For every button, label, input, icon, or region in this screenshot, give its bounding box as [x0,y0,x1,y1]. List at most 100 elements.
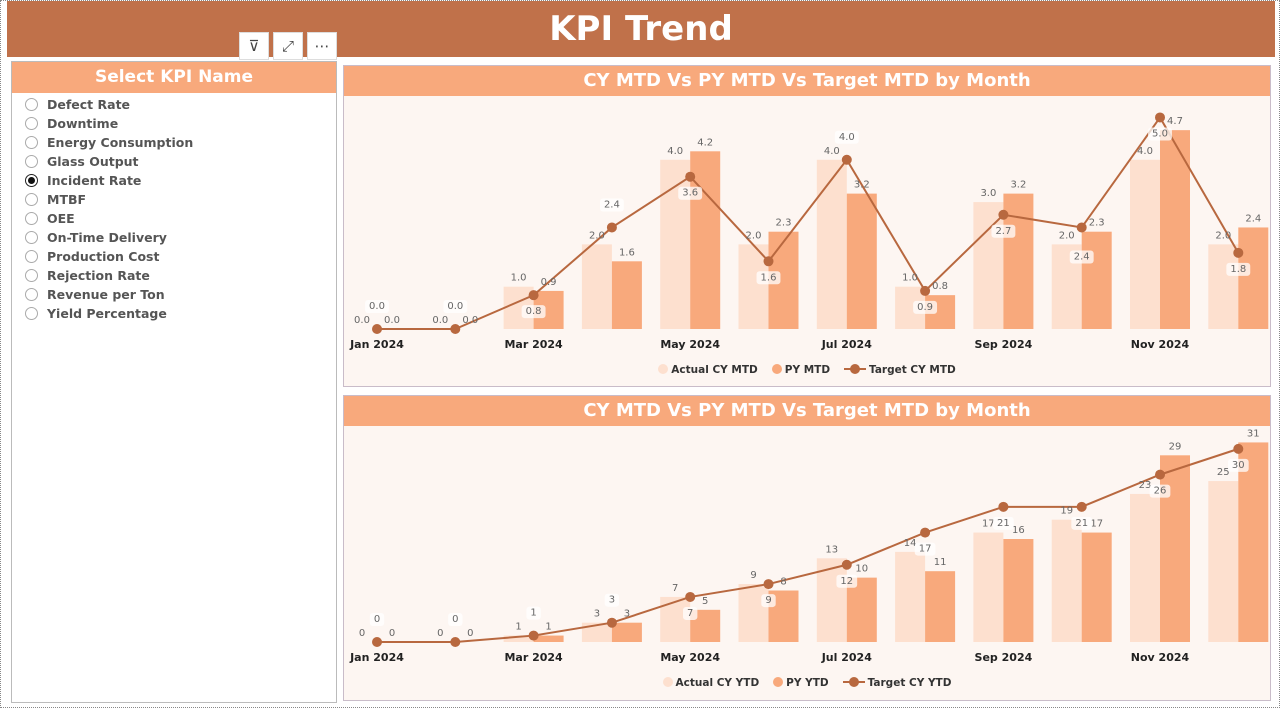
slicer-item[interactable]: MTBF [12,190,336,209]
label-target: 0 [374,614,380,625]
target-label-bg [1071,516,1093,530]
target-point [1233,443,1244,454]
target-label-bg [1149,484,1171,498]
slicer-item[interactable]: Production Cost [12,247,336,266]
bar-py [925,571,956,642]
slicer-item[interactable]: Defect Rate [12,95,336,114]
label-py: 0.0 [384,315,400,326]
slicer-item-label: OEE [47,211,75,226]
label-py: 0.8 [932,281,948,292]
radio-button[interactable] [25,307,38,320]
bar-py [846,577,877,642]
label-target: 5.0 [1152,128,1168,139]
slicer-item[interactable]: Yield Percentage [12,304,336,323]
label-py: 3.2 [854,180,870,191]
filter-icon[interactable]: ⊽ [239,32,269,60]
bar-actual [973,202,1004,329]
slicer-item-label: Production Cost [47,249,160,264]
target-point [763,256,774,267]
target-label-bg [993,516,1014,530]
bar-actual [660,159,691,329]
slicer-item-label: Incident Rate [47,173,142,188]
radio-button[interactable] [25,250,38,263]
radio-button[interactable] [25,269,38,282]
slicer-item[interactable]: Revenue per Ton [12,285,336,304]
legend-item[interactable]: PY YTD [773,677,829,689]
target-label-bg [369,613,385,626]
target-label-bg [599,198,624,212]
radio-button[interactable] [25,155,38,168]
legend-label: PY YTD [786,677,829,689]
bar-actual [1051,519,1082,642]
slicer-item-label: Downtime [47,116,119,131]
target-label-bg [448,613,463,626]
label-target: 1.8 [1230,264,1246,275]
label-actual: 19 [1060,506,1073,517]
x-tick-label: Mar 2024 [504,651,563,664]
slicer-item[interactable]: OEE [12,209,336,228]
label-py: 1 [545,622,551,633]
label-target: 12 [840,576,853,587]
target-point [1233,247,1244,258]
label-py: 16 [1012,525,1025,536]
radio-button[interactable] [25,117,38,130]
bar-py [1003,539,1034,642]
legend-item[interactable]: Target CY MTD [844,364,956,376]
label-py: 2.3 [776,218,792,229]
label-target: 4.0 [839,132,855,143]
target-label-bg [1148,127,1172,141]
slicer-item[interactable]: Glass Output [12,152,336,171]
target-point [998,501,1009,512]
label-py: 0.9 [541,277,557,288]
legend-dot-icon [662,677,673,687]
slicer-item[interactable]: On-Time Delivery [12,228,336,247]
radio-button[interactable] [25,212,38,225]
target-label-bg [836,574,858,588]
slicer-item-label: Energy Consumption [47,135,194,150]
label-target: 26 [1154,486,1167,497]
slicer-item[interactable]: Energy Consumption [12,133,336,152]
label-actual: 23 [1139,480,1152,491]
radio-button[interactable] [25,288,38,301]
target-label-bg [365,300,389,313]
more-options-icon[interactable]: ⋯ [307,32,337,60]
x-tick-label: Sep 2024 [975,651,1033,664]
target-point [606,222,617,233]
bar-py [846,193,877,329]
chart-legend: Actual CY MTD PY MTD Target CY MTD [344,364,1270,376]
label-actual: 17 [982,519,995,530]
bar-actual [1208,481,1239,642]
legend-item[interactable]: Actual CY YTD [662,677,759,689]
radio-button[interactable] [25,231,38,244]
bar-py [1238,227,1269,329]
bar-py [611,622,642,642]
label-actual: 3.0 [980,188,996,199]
slicer-item[interactable]: Rejection Rate [12,266,336,285]
label-target: 21 [997,518,1010,529]
bar-actual [503,635,534,642]
label-actual: 2.0 [746,230,762,241]
radio-button[interactable] [25,136,38,149]
target-label-bg [1069,250,1094,264]
x-tick-label: Jan 2024 [349,338,404,351]
label-py: 0.0 [462,315,478,326]
slicer-item[interactable]: Downtime [12,114,336,133]
target-point [1155,469,1165,480]
focus-mode-icon[interactable]: ⤢ [273,32,303,60]
legend-item[interactable]: Target CY YTD [842,677,951,689]
legend-item[interactable]: Actual CY MTD [658,364,758,376]
target-point [606,617,617,628]
radio-button[interactable] [25,174,38,187]
x-tick-label: Sep 2024 [975,338,1033,351]
target-point [372,637,382,647]
x-tick-label: Jul 2024 [821,651,872,664]
legend-item[interactable]: PY MTD [771,364,830,376]
label-py: 2.3 [1089,218,1105,229]
chart-legend: Actual CY YTD PY YTD Target CY YTD [344,677,1270,689]
legend-dot-icon [771,364,782,374]
label-actual: 1 [515,622,521,633]
radio-button[interactable] [25,98,38,111]
bar-actual [581,244,612,329]
slicer-item[interactable]: Incident Rate [12,171,336,190]
radio-button[interactable] [25,193,38,206]
